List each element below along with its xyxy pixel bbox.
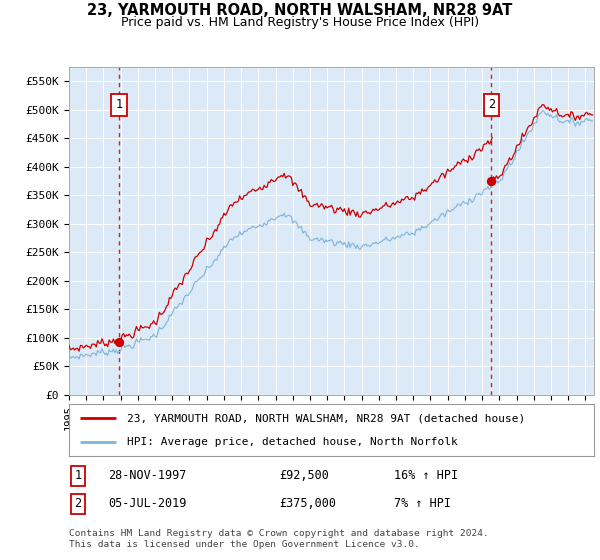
Text: 2: 2 <box>74 497 82 510</box>
Text: £375,000: £375,000 <box>279 497 336 510</box>
Text: 23, YARMOUTH ROAD, NORTH WALSHAM, NR28 9AT (detached house): 23, YARMOUTH ROAD, NORTH WALSHAM, NR28 9… <box>127 413 525 423</box>
Text: 23, YARMOUTH ROAD, NORTH WALSHAM, NR28 9AT: 23, YARMOUTH ROAD, NORTH WALSHAM, NR28 9… <box>88 3 512 18</box>
Text: £92,500: £92,500 <box>279 469 329 482</box>
Point <box>114 338 124 347</box>
Text: HPI: Average price, detached house, North Norfolk: HPI: Average price, detached house, Nort… <box>127 437 458 447</box>
Text: 1: 1 <box>116 99 122 111</box>
Text: 7% ↑ HPI: 7% ↑ HPI <box>395 497 452 510</box>
Text: 16% ↑ HPI: 16% ↑ HPI <box>395 469 458 482</box>
Text: 28-NOV-1997: 28-NOV-1997 <box>109 469 187 482</box>
Point <box>487 176 496 185</box>
Text: 2: 2 <box>488 99 495 111</box>
Text: Contains HM Land Registry data © Crown copyright and database right 2024.
This d: Contains HM Land Registry data © Crown c… <box>69 529 489 549</box>
Text: 05-JUL-2019: 05-JUL-2019 <box>109 497 187 510</box>
Text: Price paid vs. HM Land Registry's House Price Index (HPI): Price paid vs. HM Land Registry's House … <box>121 16 479 29</box>
Text: 1: 1 <box>74 469 82 482</box>
